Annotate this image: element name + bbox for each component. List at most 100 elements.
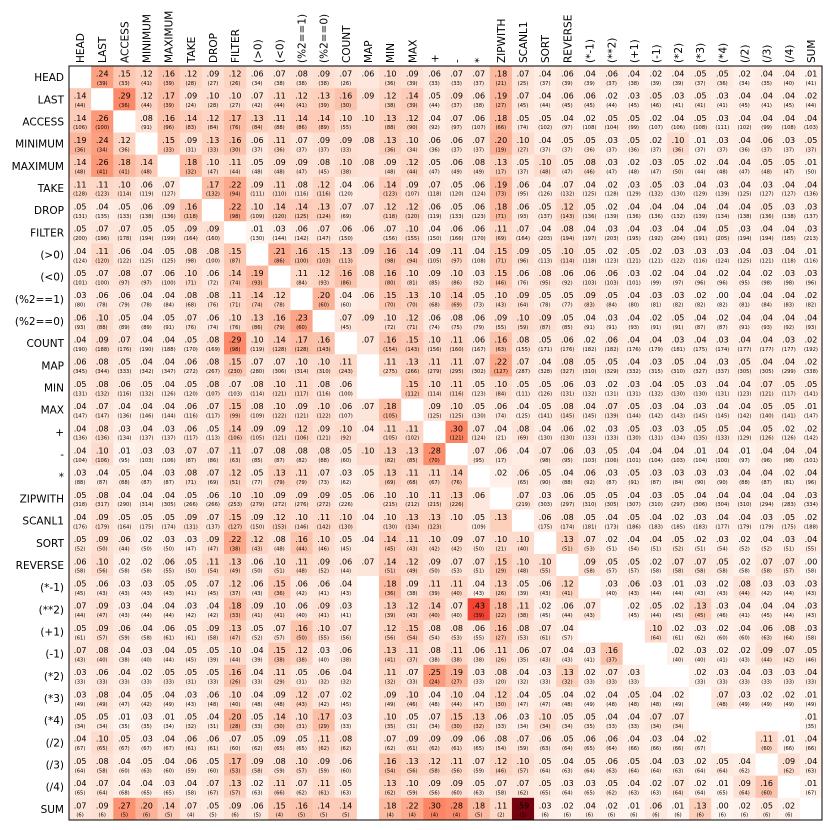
cell-count: (132) xyxy=(140,391,154,397)
cell-count: (47) xyxy=(562,170,573,176)
cell-value: .02 xyxy=(339,690,352,699)
heatmap-cell: .15(70) xyxy=(379,287,402,311)
cell-count: (114) xyxy=(117,192,131,198)
heatmap-cell: .04(103) xyxy=(666,443,690,466)
cell-value: .05 xyxy=(583,358,596,367)
heatmap-cell: .05(113) xyxy=(201,420,225,444)
cell-count: (40) xyxy=(673,657,684,663)
cell-value: .09 xyxy=(760,646,773,655)
heatmap-cell: .13(123) xyxy=(423,509,446,533)
cell-value: .04 xyxy=(738,136,751,145)
cell-count: (40) xyxy=(230,702,241,708)
cell-count: (131) xyxy=(649,436,663,442)
cell-count: (35) xyxy=(119,724,130,730)
cell-count: (64) xyxy=(695,791,706,797)
cell-value: .11 xyxy=(428,579,441,588)
heatmap-cell: .17(128) xyxy=(290,332,313,355)
heatmap-cell: .05(58) xyxy=(711,553,734,577)
cell-count: (33) xyxy=(606,680,617,686)
heatmap-cell: .03(303) xyxy=(534,487,557,510)
heatmap-cell xyxy=(622,620,646,643)
cell-value: .13 xyxy=(406,291,419,300)
heatmap-cell: .10(119) xyxy=(246,332,269,355)
heatmap-cell: .04(81) xyxy=(733,287,756,311)
heatmap-cell: .05(141) xyxy=(534,398,557,422)
cell-count: (166) xyxy=(450,236,464,242)
cell-value: .22 xyxy=(229,535,242,544)
cell-value: .05 xyxy=(539,690,552,699)
heatmap-cell: .05(130) xyxy=(467,398,491,422)
heatmap-cell: .16(54) xyxy=(379,753,402,776)
cell-count: (32) xyxy=(185,724,196,730)
cell-value: .06 xyxy=(251,136,264,145)
cell-count: (64) xyxy=(783,635,794,641)
cell-value: .01 xyxy=(738,446,751,455)
heatmap-cell: .16(37) xyxy=(600,642,623,666)
cell-fill xyxy=(135,66,158,89)
cell-count: (87) xyxy=(761,480,772,486)
heatmap-cell: .12(58) xyxy=(423,753,446,776)
cell-count: (97) xyxy=(141,280,152,286)
cell-count: (135) xyxy=(95,214,109,220)
heatmap-cell: .05(136) xyxy=(578,199,601,222)
heatmap-cell: .09(272) xyxy=(312,487,336,510)
cell-value: .10 xyxy=(317,358,330,367)
cell-value: .06 xyxy=(162,624,175,633)
column-label-scanl1: SCANL1 xyxy=(518,21,530,63)
column-label-sum: SUM xyxy=(806,40,818,63)
cell-value: .10 xyxy=(450,690,463,699)
cell-count: (116) xyxy=(295,192,309,198)
cell-value: .09 xyxy=(406,69,419,78)
cell-count: (6) xyxy=(541,813,548,819)
heatmap-cell: .05(126) xyxy=(534,376,557,399)
heatmap-cell: .03(130) xyxy=(666,176,690,200)
cell-count: (58) xyxy=(97,768,108,774)
cell-count: (130) xyxy=(339,524,353,530)
cell-count: (84) xyxy=(208,125,219,131)
cell-count: (4) xyxy=(409,813,416,819)
heatmap-cell: .03(33) xyxy=(777,664,801,688)
cell-fill xyxy=(201,154,225,178)
cell-count: (26) xyxy=(496,591,507,597)
heatmap-cell: .07(58) xyxy=(689,553,712,577)
column-label-min: MIN xyxy=(385,43,397,63)
cell-count: (194) xyxy=(738,236,752,242)
cell-count: (334) xyxy=(804,502,818,508)
cell-count: (47) xyxy=(230,635,241,641)
cell-fill xyxy=(799,132,823,156)
cell-value: .10 xyxy=(517,557,530,566)
heatmap-cell: .16(26) xyxy=(224,664,247,688)
heatmap-cell: .18(66) xyxy=(489,110,513,133)
cell-value: .10 xyxy=(539,158,552,167)
cell-value: .11 xyxy=(317,735,330,744)
cell-count: (96) xyxy=(695,280,706,286)
cell-fill xyxy=(135,110,158,133)
heatmap-cell: .01(67) xyxy=(799,775,823,799)
cell-value: .03 xyxy=(74,668,87,677)
cell-count: (182) xyxy=(582,347,596,353)
cell-fill xyxy=(69,176,92,200)
cell-count: (55) xyxy=(341,125,352,131)
cell-value: .03 xyxy=(782,668,795,677)
cell-value: .10 xyxy=(428,380,441,389)
heatmap-cell: .08(20) xyxy=(489,664,513,688)
cell-value: .15 xyxy=(495,557,508,566)
heatmap-cell: .07(69) xyxy=(334,199,358,222)
cell-count: (106) xyxy=(605,458,619,464)
cell-value: .04 xyxy=(339,180,352,189)
cell-value: .06 xyxy=(495,446,508,455)
cell-count: (43) xyxy=(163,591,174,597)
cell-value: .04 xyxy=(805,180,818,189)
cell-value: .03 xyxy=(694,247,707,256)
cell-fill xyxy=(689,132,712,156)
cell-value: .04 xyxy=(583,402,596,411)
heatmap-cell: .12(118) xyxy=(379,199,402,222)
column-label-maximum: MAXIMUM xyxy=(164,11,176,63)
cell-fill xyxy=(777,88,801,111)
cell-count: (58) xyxy=(208,635,219,641)
cell-fill xyxy=(755,709,779,732)
cell-value: .16 xyxy=(384,247,397,256)
heatmap-cell: .17(76) xyxy=(224,110,247,133)
cell-count: (65) xyxy=(717,791,728,797)
cell-count: (39) xyxy=(385,613,396,619)
